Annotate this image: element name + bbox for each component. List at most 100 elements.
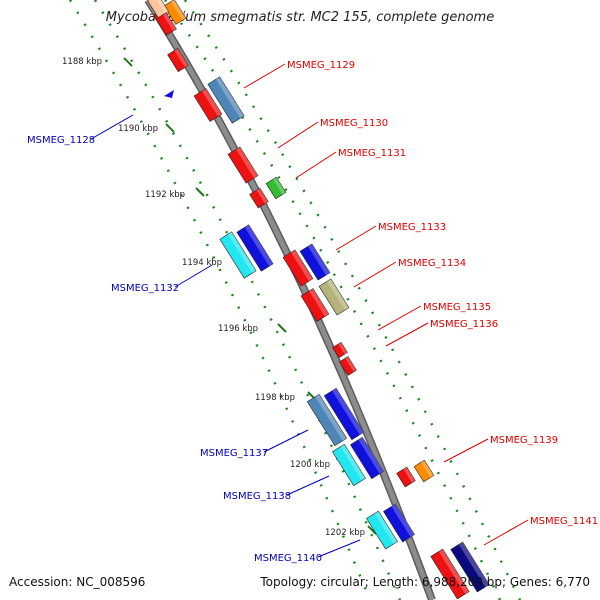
gene-msmeg-1129-b-body <box>207 76 245 124</box>
gene-msmeg-1139-highlight <box>420 460 434 478</box>
track-guide-line <box>93 0 402 600</box>
gene-msmeg-1131-body <box>265 176 287 200</box>
gene-msmeg-1132a-highlight <box>227 231 257 274</box>
gene-top-4-body <box>147 0 169 19</box>
axis-tick-label: 1202 kbp <box>325 528 365 538</box>
gene-label-reverse: MSMEG_1128 <box>27 135 95 146</box>
gene-msmeg-1136 <box>339 356 357 376</box>
gene-label-forward: MSMEG_1135 <box>423 302 491 313</box>
track-guide-line <box>183 0 522 600</box>
gene-msmeg-1140a <box>366 510 398 550</box>
gene-msmeg-1129-b <box>207 76 245 124</box>
gene-msmeg-1137-highlight <box>332 388 364 435</box>
genome-map-title: Mycobacterium smegmatis str. MC2 155, co… <box>105 10 495 25</box>
gene-msmeg-1139a <box>396 466 416 488</box>
gene-msmeg-1134a-highlight <box>309 288 329 317</box>
gene-msmeg-1134-highlight <box>326 278 349 311</box>
gene-label-forward: MSMEG_1139 <box>490 435 558 446</box>
gene-msmeg-1140a-body <box>366 510 398 550</box>
gene-top-3-highlight <box>170 0 186 21</box>
gene-msmeg-1138 <box>350 436 384 480</box>
gene-msmeg-1139a-highlight <box>403 467 416 483</box>
gene-leader-line <box>317 539 361 558</box>
gene-msmeg-1139-body <box>413 459 435 483</box>
gene-msmeg-1138-body <box>350 436 384 480</box>
gene-leader-line <box>483 519 529 546</box>
accession-text: Accession: NC_008596 <box>9 575 146 589</box>
gene-msmeg-1133-body <box>299 243 331 281</box>
genome-summary-text: Topology: circular; Length: 6,988,209 bp… <box>260 575 590 589</box>
gene-leader-line <box>353 261 397 288</box>
gene-leader-line <box>377 305 422 331</box>
gene-leader-line <box>263 429 309 453</box>
gene-msmeg-1134-body <box>318 278 350 316</box>
gene-msmeg-1141a-highlight <box>438 549 470 594</box>
gene-msmeg-1132 <box>236 224 274 272</box>
axis-tick-label: 1196 kbp <box>218 324 258 334</box>
gene-msmeg-1129 <box>193 88 223 122</box>
gene-msmeg-1141-highlight <box>458 542 490 587</box>
gene-msmeg-1133a-body <box>282 249 314 287</box>
gene-msmeg-1140-body <box>383 503 415 543</box>
gene-leader-line <box>295 151 337 179</box>
gene-msmeg-1138a-highlight <box>340 444 366 481</box>
axis-tick-label: 1200 kbp <box>290 460 330 470</box>
gene-top-2-highlight <box>174 48 189 68</box>
gene-msmeg-1137a <box>306 393 348 447</box>
gene-msmeg-1130-body <box>227 146 259 184</box>
gene-msmeg-1131a <box>249 187 269 209</box>
gene-leader-line <box>277 121 319 149</box>
gene-msmeg-1129-b-highlight <box>215 76 245 119</box>
gene-msmeg-1141-body <box>450 541 490 593</box>
gene-leader-line <box>174 264 213 288</box>
gene-label-reverse: MSMEG_1140 <box>254 553 322 564</box>
gene-msmeg-1130 <box>227 146 259 184</box>
gene-msmeg-1132a <box>219 231 257 279</box>
gene-msmeg-1130-highlight <box>235 146 258 179</box>
axis-tick-label: 1192 kbp <box>145 190 185 200</box>
axis-tick-mark <box>195 187 205 197</box>
gene-msmeg-1140a-highlight <box>374 511 398 545</box>
gene-msmeg-1132-body <box>236 224 274 272</box>
gene-msmeg-1131a-highlight <box>256 188 269 204</box>
gene-msmeg-1137 <box>323 387 365 441</box>
gene-msmeg-1133a-highlight <box>290 249 313 282</box>
gene-msmeg-1135-highlight <box>338 342 348 355</box>
gene-msmeg-1135-body <box>332 341 348 359</box>
axis-tick-label: 1194 kbp <box>182 258 222 268</box>
gene-msmeg-1137a-body <box>306 393 348 447</box>
gene-top-3-body <box>163 0 187 25</box>
gene-label-reverse: MSMEG_1132 <box>111 283 179 294</box>
gene-top-4 <box>147 0 169 19</box>
gene-msmeg-1136-body <box>339 356 357 376</box>
gene-msmeg-1138a-body <box>332 443 366 487</box>
axis-tick-label: 1190 kbp <box>118 124 158 134</box>
gene-msmeg-1133 <box>299 243 331 281</box>
axis-tick-label: 1188 kbp <box>62 57 102 67</box>
gene-top-1-highlight <box>160 8 177 32</box>
gene-leader-line <box>443 438 489 463</box>
gene-leader-line <box>90 114 134 140</box>
gene-msmeg-1141a <box>430 548 470 600</box>
gene-label-forward: MSMEG_1141 <box>530 516 598 527</box>
gene-msmeg-1141 <box>450 541 490 593</box>
gene-label-forward: MSMEG_1133 <box>378 222 446 233</box>
gene-msmeg-1132a-body <box>219 231 257 279</box>
gene-msmeg-1133a <box>282 249 314 287</box>
axis-tick-mark <box>165 123 175 133</box>
gene-leader-line <box>286 475 330 496</box>
axis-tick-label: 1198 kbp <box>255 393 295 403</box>
gene-msmeg-1129-body <box>193 88 223 122</box>
gene-msmeg-1129-highlight <box>202 88 222 117</box>
gene-msmeg-1131a-body <box>249 187 269 209</box>
gene-msmeg-1137a-highlight <box>315 394 347 441</box>
gene-label-forward: MSMEG_1129 <box>287 60 355 71</box>
gene-leader-line <box>335 225 377 251</box>
axis-tick-mark <box>367 525 377 535</box>
gene-msmeg-1135 <box>332 341 348 359</box>
gene-msmeg-1134a <box>300 288 330 322</box>
gene-label-forward: MSMEG_1136 <box>430 319 498 330</box>
gene-top-3 <box>163 0 187 25</box>
gene-msmeg-1141a-body <box>430 548 470 600</box>
